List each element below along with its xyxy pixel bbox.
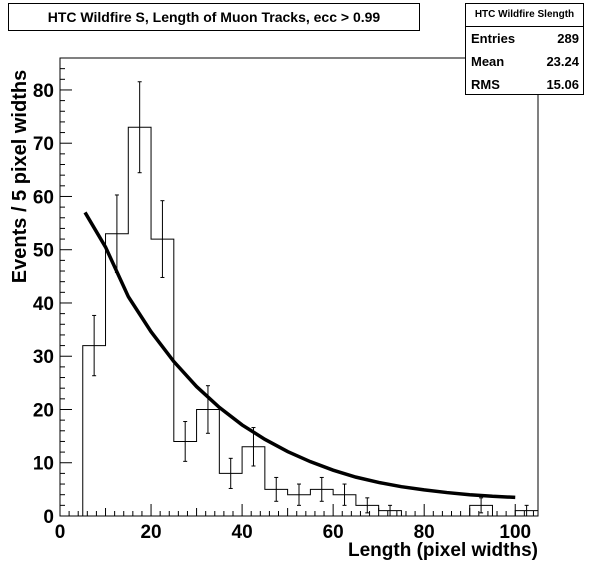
plot-frame: [59, 57, 539, 517]
y-tick-label: 30: [33, 347, 54, 368]
stats-row-mean: Mean 23.24: [466, 50, 583, 73]
stats-label: Entries: [471, 31, 516, 46]
x-tick-label: 20: [140, 522, 161, 543]
error-bar: [388, 504, 393, 517]
x-tick-label: 80: [414, 522, 435, 543]
error-bar: [274, 476, 279, 502]
x-tick-label: 60: [323, 522, 344, 543]
y-tick-label: 10: [33, 454, 54, 475]
error-bar: [160, 200, 165, 278]
y-tick-label: 50: [33, 241, 54, 262]
fit-curve: [83, 211, 516, 500]
error-bar: [92, 314, 97, 377]
error-bar: [524, 504, 529, 517]
stats-row-rms: RMS 15.06: [466, 73, 583, 96]
x-tick-label: 40: [232, 522, 253, 543]
x-tick-label: 0: [55, 522, 66, 543]
y-tick-label: 20: [33, 400, 54, 421]
y-axis-label: Events / 5 pixel widths: [8, 69, 31, 284]
error-bar: [228, 457, 233, 489]
stats-box: HTC Wildfire Slength Entries 289 Mean 23…: [465, 3, 584, 95]
error-bar: [137, 81, 142, 174]
stats-value: 23.24: [546, 54, 579, 69]
stats-label: Mean: [471, 54, 505, 69]
error-bar: [479, 497, 484, 514]
y-tick-label: 60: [33, 187, 54, 208]
x-axis-label: Length (pixel widths): [348, 540, 538, 561]
error-bar: [365, 497, 370, 514]
y-tick-label: 70: [33, 134, 54, 155]
y-tick-label: 80: [33, 81, 54, 102]
error-bar: [342, 483, 347, 506]
chart-title: HTC Wildfire S, Length of Muon Tracks, e…: [8, 3, 420, 31]
stats-value: 15.06: [546, 77, 579, 92]
y-tick-label: 0: [43, 507, 54, 528]
error-bar: [183, 421, 188, 462]
x-tick-label: 100: [499, 522, 531, 543]
stats-label: RMS: [471, 77, 500, 92]
error-bar: [319, 476, 324, 502]
error-bar: [297, 483, 301, 506]
error-bar: [205, 385, 210, 434]
histogram-outline: [82, 126, 539, 517]
stats-value: 289: [557, 31, 579, 46]
y-tick-label: 40: [33, 294, 54, 315]
stats-row-entries: Entries 289: [466, 27, 583, 50]
stats-name: HTC Wildfire Slength: [466, 4, 583, 27]
